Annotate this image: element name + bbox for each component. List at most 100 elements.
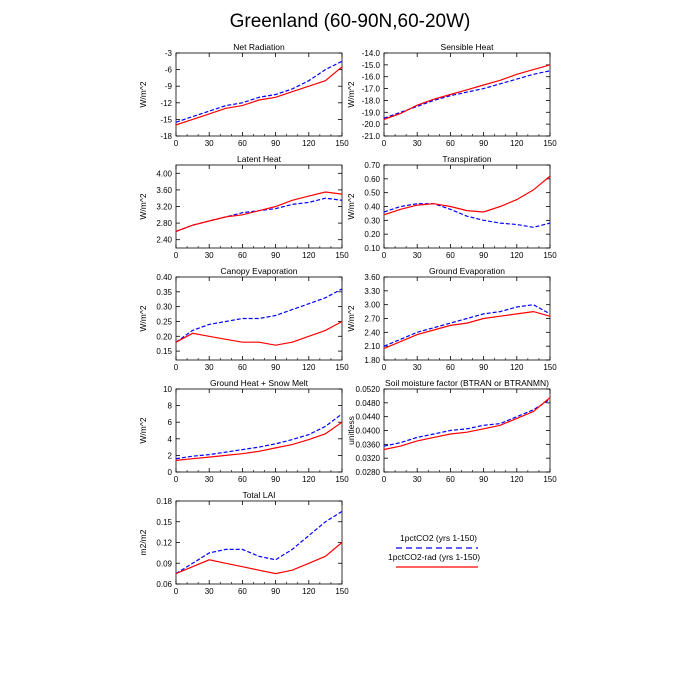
y-tick-label: 0.0360 xyxy=(356,440,381,449)
y-axis-label: W/m^2 xyxy=(346,305,356,331)
y-tick-label: 0.35 xyxy=(156,288,172,297)
x-tick-label: 90 xyxy=(271,251,280,260)
y-tick-label: 3.60 xyxy=(364,273,380,282)
y-tick-label: 0.12 xyxy=(156,539,172,548)
y-tick-label: 3.00 xyxy=(364,301,380,310)
panel-title: Canopy Evaporation xyxy=(220,266,297,276)
y-tick-label: -15 xyxy=(160,115,172,124)
y-tick-label: 1.80 xyxy=(364,356,380,365)
x-tick-label: 90 xyxy=(271,587,280,596)
x-tick-label: 150 xyxy=(335,587,349,596)
series-line-1pctco2-rad-yrs-1-150 xyxy=(176,320,342,346)
y-tick-label: 2.80 xyxy=(156,219,172,228)
series-line-1pctco2-rad-yrs-1-150 xyxy=(176,191,342,232)
x-tick-label: 60 xyxy=(238,475,247,484)
y-tick-label: 0.10 xyxy=(364,244,380,253)
series-line-1pctco2-yrs-1-150 xyxy=(176,413,342,460)
x-tick-label: 120 xyxy=(510,475,524,484)
y-tick-label: 2.70 xyxy=(364,315,380,324)
series-line-1pctco2-rad-yrs-1-150 xyxy=(384,310,550,350)
legend-label-1pctco2-rad: 1pctCO2-rad (yrs 1-150) xyxy=(388,552,480,562)
y-axis-label: W/m^2 xyxy=(138,193,148,219)
series-line-1pctco2-rad-yrs-1-150 xyxy=(176,66,342,126)
y-tick-label: 0.18 xyxy=(156,497,172,506)
y-tick-label: 0 xyxy=(168,468,173,477)
series-line-1pctco2-yrs-1-150 xyxy=(176,510,342,575)
y-tick-label: -3 xyxy=(165,49,173,58)
y-tick-label: 0.30 xyxy=(364,216,380,225)
x-tick-label: 150 xyxy=(335,363,349,372)
x-tick-label: 150 xyxy=(335,251,349,260)
series-line-1pctco2-yrs-1-150 xyxy=(384,398,550,447)
x-tick-label: 60 xyxy=(238,251,247,260)
x-tick-label: 30 xyxy=(413,139,422,148)
x-tick-label: 60 xyxy=(446,251,455,260)
x-tick-label: 120 xyxy=(510,363,524,372)
y-tick-label: 0.0440 xyxy=(356,413,381,422)
series-line-1pctco2-yrs-1-150 xyxy=(384,70,550,119)
y-tick-label: 0.0400 xyxy=(356,427,381,436)
x-tick-label: 150 xyxy=(543,139,557,148)
y-tick-label: 2.10 xyxy=(364,342,380,351)
panel-total-lai: Total LAI m2/m2 0 30 60 90 120 150 0.06 0.09 0.12 0… xyxy=(138,490,349,596)
y-tick-label: -21.0 xyxy=(362,132,381,141)
x-tick-label: 90 xyxy=(479,363,488,372)
y-tick-label: 0.0480 xyxy=(356,399,381,408)
panel-frame xyxy=(383,388,551,473)
series-line-1pctco2-yrs-1-150 xyxy=(384,203,550,228)
x-tick-label: 30 xyxy=(413,363,422,372)
y-axis-label: m2/m2 xyxy=(138,529,148,555)
y-tick-label: 0.30 xyxy=(156,303,172,312)
x-tick-label: 0 xyxy=(174,475,179,484)
x-tick-label: 90 xyxy=(271,475,280,484)
y-tick-label: -15.0 xyxy=(362,61,381,70)
y-tick-label: 0.15 xyxy=(156,347,172,356)
y-tick-label: 0.09 xyxy=(156,559,172,568)
y-tick-label: 3.60 xyxy=(156,186,172,195)
y-tick-label: 0.20 xyxy=(364,230,380,239)
panel-net-radiation: Net Radiation W/m^2 0 30 60 90 120 150 -18 -15 -12… xyxy=(138,42,349,148)
x-tick-label: 0 xyxy=(174,587,179,596)
x-tick-label: 60 xyxy=(238,587,247,596)
panel-frame xyxy=(383,52,551,137)
x-tick-label: 30 xyxy=(205,363,214,372)
panel-frame xyxy=(175,52,343,137)
x-tick-label: 30 xyxy=(205,475,214,484)
y-axis-label: W/m^2 xyxy=(346,81,356,107)
figure-title: Greenland (60-90N,60-20W) xyxy=(230,11,471,32)
y-tick-label: 0.40 xyxy=(364,203,380,212)
x-tick-label: 0 xyxy=(382,475,387,484)
series-line-1pctco2-rad-yrs-1-150 xyxy=(384,397,550,451)
series-line-1pctco2-rad-yrs-1-150 xyxy=(384,64,550,120)
panel-latent-heat: Latent Heat W/m^2 0 30 60 90 120 150 2.40 2.80 3.2… xyxy=(138,154,349,260)
series-line-1pctco2-yrs-1-150 xyxy=(384,304,550,347)
panel-frame xyxy=(175,388,343,473)
panel-soil-moisture-factor-btran-or-btranmn: Soil moisture factor (BTRAN or BTRANMN) u… xyxy=(346,378,557,484)
x-tick-label: 30 xyxy=(413,251,422,260)
x-tick-label: 120 xyxy=(510,251,524,260)
y-tick-label: 10 xyxy=(163,385,172,394)
y-tick-label: 0.0520 xyxy=(356,385,381,394)
y-axis-label: W/m^2 xyxy=(138,81,148,107)
panel-frame xyxy=(383,164,551,249)
x-tick-label: 150 xyxy=(543,251,557,260)
y-tick-label: 6 xyxy=(168,418,173,427)
x-tick-label: 150 xyxy=(335,475,349,484)
legend-label-1pctco2: 1pctCO2 (yrs 1-150) xyxy=(400,533,477,543)
panel-title: Latent Heat xyxy=(237,154,282,164)
x-tick-label: 0 xyxy=(382,139,387,148)
y-tick-label: 0.60 xyxy=(364,175,380,184)
y-tick-label: -17.0 xyxy=(362,85,381,94)
x-tick-label: 150 xyxy=(543,363,557,372)
y-axis-label: unitless xyxy=(346,416,356,445)
y-tick-label: -18.0 xyxy=(362,96,381,105)
y-tick-label: -16.0 xyxy=(362,73,381,82)
x-tick-label: 60 xyxy=(446,475,455,484)
x-tick-label: 0 xyxy=(174,139,179,148)
panel-title: Transpiration xyxy=(442,154,492,164)
y-tick-label: -19.0 xyxy=(362,108,381,117)
series-line-1pctco2-rad-yrs-1-150 xyxy=(176,421,342,461)
x-tick-label: 90 xyxy=(271,139,280,148)
y-tick-label: 8 xyxy=(168,402,173,411)
